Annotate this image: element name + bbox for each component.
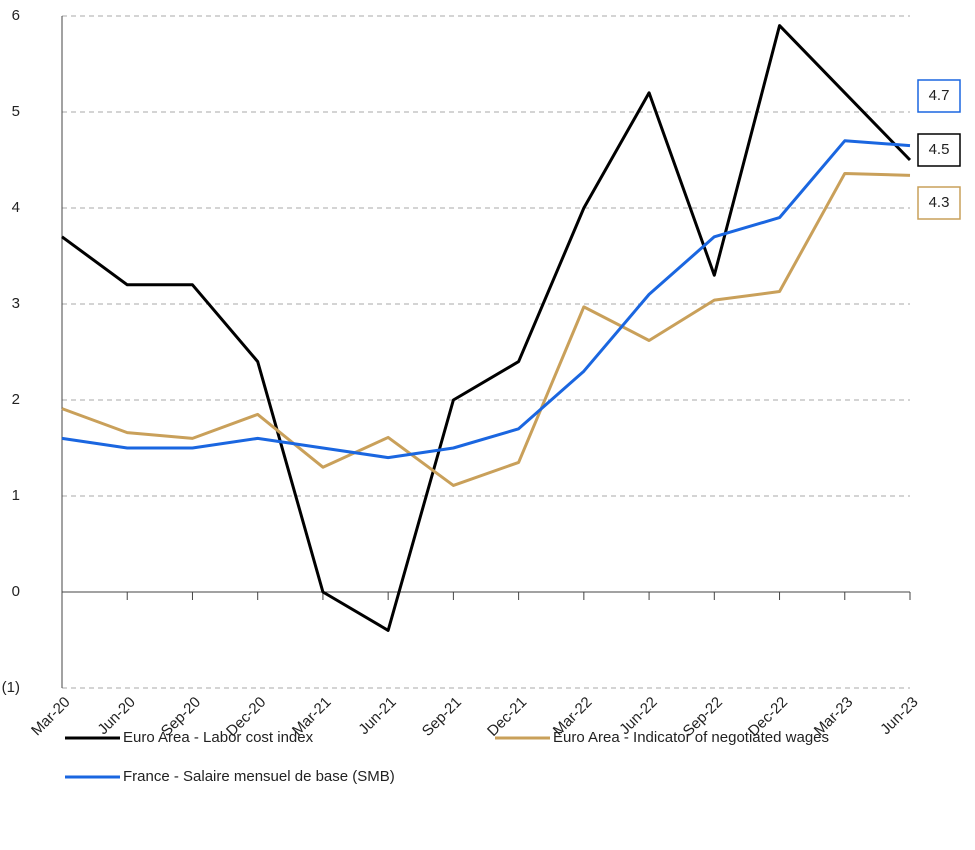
y-tick-label: 3 <box>12 295 20 312</box>
value-label: 4.5 <box>929 141 950 158</box>
value-label-box <box>917 133 961 167</box>
x-tick-label: Jun-23 <box>877 694 921 738</box>
series-line <box>61 24 912 632</box>
x-tick-label: Mar-20 <box>28 694 74 740</box>
y-tick-label: 2 <box>12 391 20 408</box>
y-tick-label: 4 <box>12 199 20 216</box>
y-tick-label: 0 <box>12 583 20 600</box>
legend-label: France - Salaire mensuel de base (SMB) <box>123 768 395 785</box>
value-label-box <box>917 186 961 220</box>
value-label: 4.7 <box>929 87 950 104</box>
y-tick-label: 5 <box>12 103 20 120</box>
x-tick-label: Sep-21 <box>419 694 465 740</box>
value-label-box <box>917 79 961 113</box>
legend-label: Euro Area - Labor cost index <box>123 729 314 746</box>
y-tick-label: 1 <box>12 487 20 504</box>
x-tick-label: Dec-21 <box>484 694 530 740</box>
legend-label: Euro Area - Indicator of negotiated wage… <box>553 729 829 746</box>
value-label: 4.3 <box>929 194 950 211</box>
y-tick-label: 6 <box>12 7 20 24</box>
y-tick-label: (1) <box>2 679 20 696</box>
series-line <box>61 171 911 487</box>
x-tick-label: Jun-21 <box>355 694 399 738</box>
series-line <box>61 139 911 460</box>
